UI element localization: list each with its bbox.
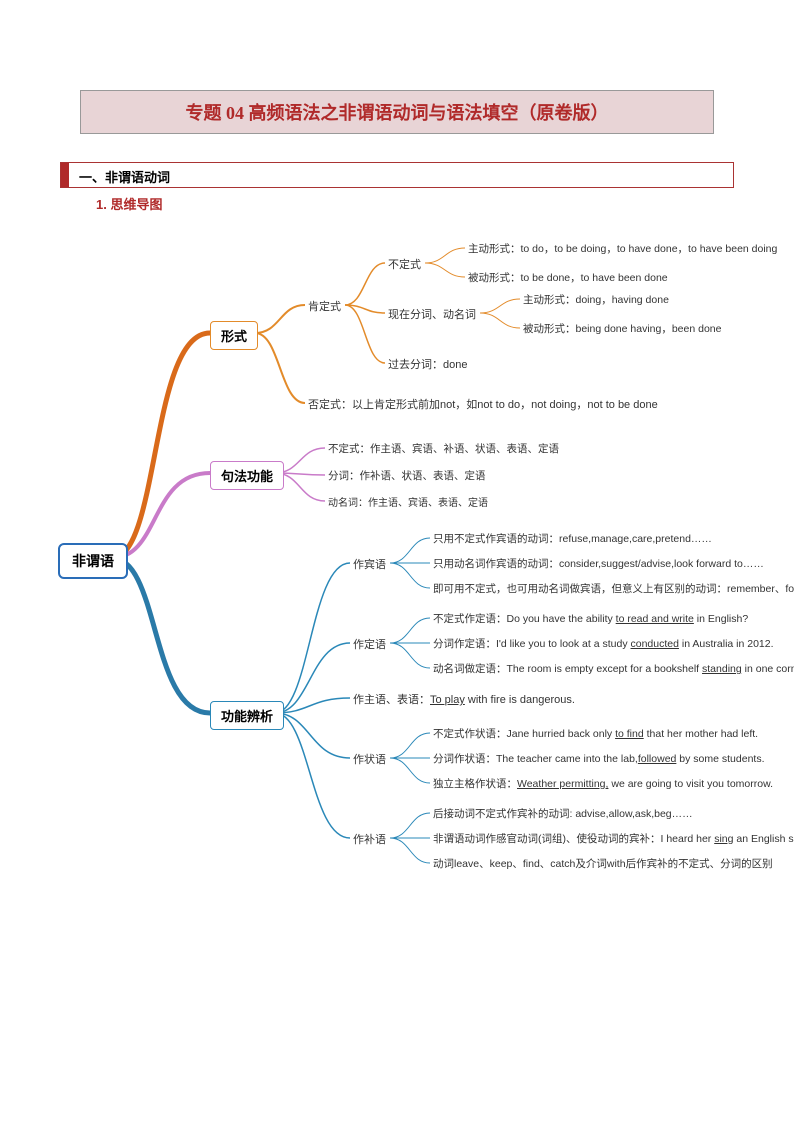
leaf-comp-1: 后接动词不定式作宾补的动词: advise,allow,ask,beg…… bbox=[433, 806, 693, 821]
leaf-b2-part: 分词：作补语、状语、表语、定语 bbox=[328, 468, 486, 483]
node-object: 作宾语 bbox=[353, 556, 386, 572]
leaf-obj-2: 只用动名词作宾语的动词：consider,suggest/advise,look… bbox=[433, 556, 764, 571]
node-infinitive: 不定式 bbox=[388, 256, 421, 272]
node-comp: 作补语 bbox=[353, 831, 386, 847]
page-title-box: 专题 04 高频语法之非谓语动词与语法填空（原卷版） bbox=[80, 90, 714, 134]
leaf-attr-1: 不定式作定语：Do you have the ability to read a… bbox=[433, 611, 748, 626]
leaf-adv-3: 独立主格作状语：Weather permitting, we are going… bbox=[433, 776, 773, 791]
node-adv: 作状语 bbox=[353, 751, 386, 767]
branch-forms: 形式 bbox=[210, 321, 258, 350]
subsection-label: 1. 思维导图 bbox=[96, 194, 734, 213]
page-title: 专题 04 高频语法之非谓语动词与语法填空（原卷版） bbox=[186, 103, 609, 123]
root-node: 非谓语 bbox=[58, 543, 128, 579]
leaf-comp-3: 动词leave、keep、find、catch及介词with后作宾补的不定式、分… bbox=[433, 856, 773, 871]
node-attr: 作定语 bbox=[353, 636, 386, 652]
leaf-adv-1: 不定式作状语：Jane hurried back only to find th… bbox=[433, 726, 758, 741]
leaf-attr-3: 动名词做定语：The room is empty except for a bo… bbox=[433, 661, 794, 676]
section-header: 一、非谓语动词 bbox=[60, 162, 734, 188]
leaf-obj-3: 即可用不定式，也可用动名词做宾语，但意义上有区别的动词：remember、for… bbox=[433, 581, 794, 596]
branch-syntax: 句法功能 bbox=[210, 461, 284, 490]
leaf-inf-passive: 被动形式：to be done，to have been done bbox=[468, 270, 668, 285]
leaf-comp-2: 非谓语动词作感官动词(词组)、使役动词的宾补：I heard her sing … bbox=[433, 831, 794, 846]
node-ing: 现在分词、动名词 bbox=[388, 306, 476, 322]
node-past: 过去分词：done bbox=[388, 356, 467, 372]
leaf-adv-2: 分词作状语：The teacher came into the lab,foll… bbox=[433, 751, 765, 766]
leaf-b2-ger: 动名词：作主语、宾语、表语、定语 bbox=[328, 494, 488, 509]
branch-function: 功能辨析 bbox=[210, 701, 284, 730]
leaf-ing-passive: 被动形式：being done having，been done bbox=[523, 321, 721, 336]
mindmap: 非谓语 形式 句法功能 功能辨析 肯定式 不定式 主动形式：to do，to b… bbox=[50, 243, 750, 893]
node-subj: 作主语、表语：To play with fire is dangerous. bbox=[353, 691, 575, 707]
leaf-ing-active: 主动形式：doing，having done bbox=[523, 292, 669, 307]
section-accent bbox=[61, 163, 69, 187]
leaf-inf-active: 主动形式：to do，to be doing，to have done，to h… bbox=[468, 241, 777, 256]
node-affirmative: 肯定式 bbox=[308, 298, 341, 314]
leaf-attr-2: 分词作定语：I'd like you to look at a study co… bbox=[433, 636, 774, 651]
node-negative: 否定式：以上肯定形式前加not，如not to do，not doing，not… bbox=[308, 396, 658, 412]
leaf-obj-1: 只用不定式作宾语的动词：refuse,manage,care,pretend…… bbox=[433, 531, 712, 546]
leaf-b2-inf: 不定式：作主语、宾语、补语、状语、表语、定语 bbox=[328, 441, 559, 456]
section-label: 一、非谓语动词 bbox=[69, 163, 180, 187]
